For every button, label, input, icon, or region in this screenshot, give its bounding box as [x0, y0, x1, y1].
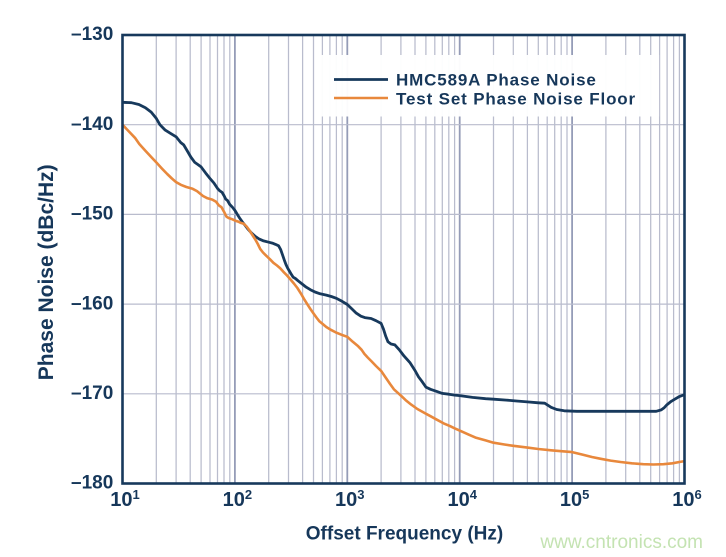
svg-text:Offset Frequency (Hz): Offset Frequency (Hz) — [306, 524, 503, 545]
svg-text:www.cntronics.com: www.cntronics.com — [539, 532, 703, 553]
svg-text:Test Set Phase Noise Floor: Test Set Phase Noise Floor — [396, 90, 636, 109]
svg-text:–140: –140 — [71, 114, 113, 135]
svg-text:–150: –150 — [71, 204, 113, 225]
svg-text:–180: –180 — [71, 473, 113, 494]
svg-text:HMC589A Phase Noise: HMC589A Phase Noise — [396, 71, 597, 90]
svg-text:–160: –160 — [71, 293, 113, 314]
svg-text:Phase Noise (dBc/Hz): Phase Noise (dBc/Hz) — [35, 164, 58, 380]
svg-text:–130: –130 — [71, 24, 113, 45]
svg-text:–170: –170 — [71, 383, 113, 404]
